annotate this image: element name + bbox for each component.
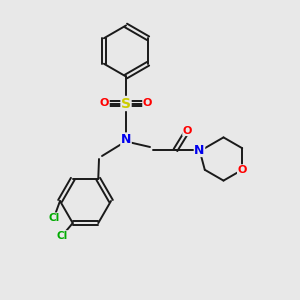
Text: Cl: Cl <box>56 231 68 241</box>
Text: O: O <box>183 125 192 136</box>
Text: O: O <box>100 98 109 109</box>
Text: N: N <box>194 143 205 157</box>
Text: O: O <box>143 98 152 109</box>
Text: O: O <box>238 165 247 175</box>
Text: S: S <box>121 97 131 110</box>
Text: Cl: Cl <box>48 213 59 223</box>
Text: N: N <box>121 133 131 146</box>
